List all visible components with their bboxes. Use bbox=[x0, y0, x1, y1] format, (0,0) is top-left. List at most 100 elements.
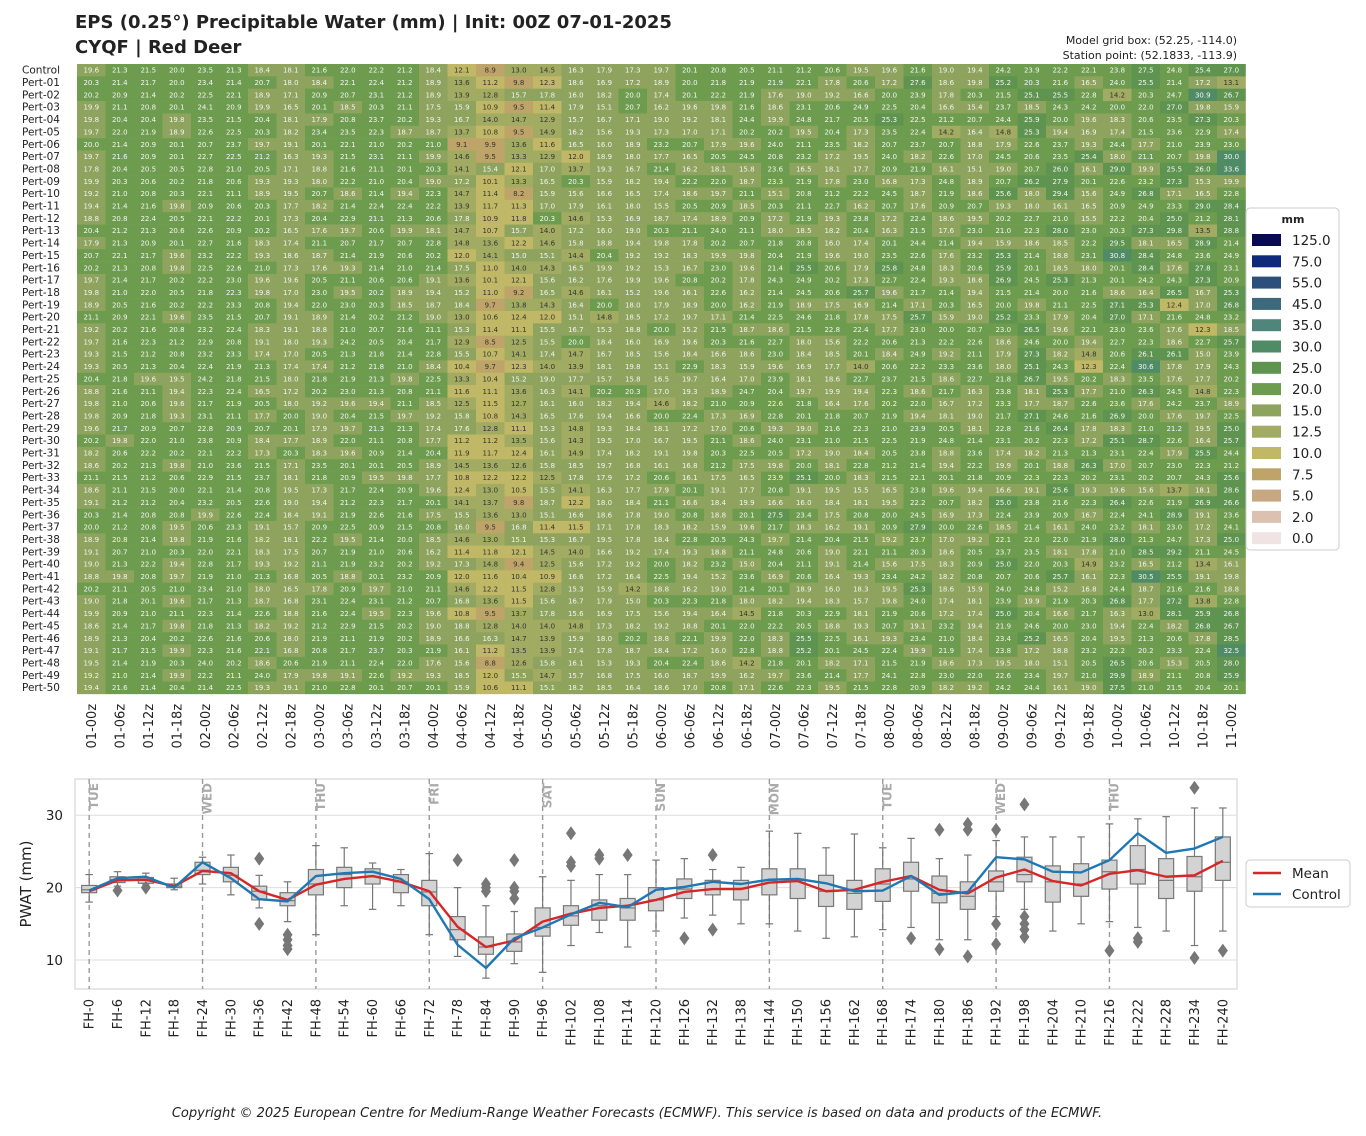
cell-value: 20.7 bbox=[938, 141, 954, 149]
cell-value: 23.0 bbox=[853, 178, 869, 186]
cell-value: 20.1 bbox=[682, 67, 698, 75]
cell-value: 21.4 bbox=[140, 536, 156, 544]
cell-value: 25.4 bbox=[1081, 153, 1097, 161]
cell-value: 19.7 bbox=[1052, 672, 1068, 680]
heatmap-cell bbox=[105, 76, 135, 89]
cell-value: 12.6 bbox=[511, 659, 527, 667]
cell-value: 22.4 bbox=[910, 128, 926, 136]
cell-value: 10.8 bbox=[454, 610, 470, 618]
cell-value: 16.4 bbox=[710, 610, 726, 618]
cell-value: 20.1 bbox=[254, 215, 270, 223]
cell-value: 21.3 bbox=[910, 338, 926, 346]
cell-value: 21.1 bbox=[425, 326, 441, 334]
cell-value: 23.4 bbox=[796, 511, 812, 519]
cell-value: 19.9 bbox=[83, 610, 99, 618]
cell-value: 21.0 bbox=[1109, 388, 1125, 396]
cell-value: 19.4 bbox=[425, 289, 441, 297]
fh-tick-label: FH-114 bbox=[621, 999, 636, 1046]
cell-value: 20.3 bbox=[1138, 91, 1154, 99]
cell-value: 21.1 bbox=[83, 314, 99, 322]
time-tick-label: 10-12z bbox=[1168, 704, 1183, 749]
cell-value: 13.6 bbox=[482, 462, 498, 470]
cell-value: 20.5 bbox=[710, 536, 726, 544]
cell-value: 19.5 bbox=[340, 289, 356, 297]
fh-tick-label: FH-24 bbox=[196, 999, 211, 1038]
cell-value: 17.2 bbox=[568, 227, 584, 235]
legend-swatch bbox=[1252, 319, 1281, 332]
time-tick-label: 03-00z bbox=[313, 704, 328, 749]
cell-value: 18.5 bbox=[1223, 326, 1239, 334]
cell-value: 21.2 bbox=[796, 67, 812, 75]
cell-value: 16.3 bbox=[1109, 610, 1125, 618]
cell-value: 21.6 bbox=[112, 338, 128, 346]
cell-value: 22.1 bbox=[796, 79, 812, 87]
cell-value: 16.1 bbox=[1081, 573, 1097, 581]
heatmap-cell bbox=[362, 64, 391, 77]
cell-value: 19.4 bbox=[397, 190, 413, 198]
fh-tick-label: FH-156 bbox=[820, 999, 835, 1046]
cell-value: 10.7 bbox=[482, 351, 498, 359]
cell-value: 13.1 bbox=[1223, 79, 1239, 87]
cell-value: 24.1 bbox=[1223, 524, 1239, 532]
cell-value: 25.3 bbox=[1223, 289, 1239, 297]
cell-value: 21.6 bbox=[311, 610, 327, 618]
fh-tick-label: FH-168 bbox=[876, 999, 891, 1046]
cell-value: 20.6 bbox=[967, 264, 983, 272]
cell-value: 21.9 bbox=[340, 375, 356, 383]
cell-value: 17.3 bbox=[283, 215, 299, 223]
cell-value: 12.0 bbox=[539, 314, 555, 322]
heatmap-cell bbox=[590, 101, 619, 114]
cell-value: 27.9 bbox=[1052, 178, 1068, 186]
cell-value: 20.7 bbox=[1138, 462, 1154, 470]
cell-value: 23.5 bbox=[881, 252, 897, 260]
cell-value: 16.4 bbox=[824, 400, 840, 408]
time-tick-label: 10-06z bbox=[1139, 704, 1154, 749]
cell-value: 17.2 bbox=[938, 610, 954, 618]
cell-value: 21.5 bbox=[1138, 128, 1154, 136]
time-tick-label: 02-18z bbox=[284, 704, 299, 749]
cell-value: 17.1 bbox=[283, 165, 299, 173]
cell-value: 22.1 bbox=[254, 647, 270, 655]
row-label: Pert-44 bbox=[22, 608, 60, 620]
cell-value: 17.8 bbox=[454, 215, 470, 223]
time-tick-label: 08-06z bbox=[911, 704, 926, 749]
cell-value: 23.7 bbox=[254, 474, 270, 482]
cell-value: 22.6 bbox=[767, 400, 783, 408]
cell-value: 21.7 bbox=[197, 400, 213, 408]
cell-value: 30.9 bbox=[1195, 91, 1211, 99]
cell-value: 17.3 bbox=[311, 487, 327, 495]
cell-value: 19.5 bbox=[967, 215, 983, 223]
cell-value: 24.5 bbox=[739, 153, 755, 161]
cell-value: 14.0 bbox=[539, 622, 555, 630]
cell-value: 21.2 bbox=[340, 499, 356, 507]
cell-value: 19.4 bbox=[967, 240, 983, 248]
cell-value: 22.4 bbox=[254, 511, 270, 519]
cell-value: 21.9 bbox=[197, 573, 213, 581]
cell-value: 22.4 bbox=[197, 363, 213, 371]
cell-value: 17.3 bbox=[625, 67, 641, 75]
cell-value: 21.5 bbox=[1166, 684, 1182, 692]
cell-value: 23.4 bbox=[995, 635, 1011, 643]
cell-value: 20.2 bbox=[397, 635, 413, 643]
cell-value: 22.2 bbox=[226, 215, 242, 223]
cell-value: 20.1 bbox=[796, 412, 812, 420]
cell-value: 18.6 bbox=[767, 104, 783, 112]
cell-value: 21.1 bbox=[881, 548, 897, 556]
cell-value: 19.3 bbox=[254, 252, 270, 260]
cell-value: 20.5 bbox=[1195, 659, 1211, 667]
cell-value: 22.9 bbox=[1195, 128, 1211, 136]
cell-value: 18.8 bbox=[311, 165, 327, 173]
cell-value: 22.7 bbox=[197, 240, 213, 248]
cell-value: 14.5 bbox=[539, 548, 555, 556]
cell-value: 18.9 bbox=[83, 536, 99, 544]
cell-value: 19.3 bbox=[83, 363, 99, 371]
cell-value: 13.9 bbox=[539, 635, 555, 643]
cell-value: 19.2 bbox=[938, 351, 954, 359]
cell-value: 12.8 bbox=[482, 91, 498, 99]
fh-tick-label: FH-48 bbox=[309, 999, 324, 1038]
heatmap-cell bbox=[1131, 88, 1161, 102]
cell-value: 20.9 bbox=[397, 487, 413, 495]
cell-value: 19.4 bbox=[682, 610, 698, 618]
cell-value: 23.4 bbox=[881, 573, 897, 581]
cell-value: 20.5 bbox=[226, 499, 242, 507]
